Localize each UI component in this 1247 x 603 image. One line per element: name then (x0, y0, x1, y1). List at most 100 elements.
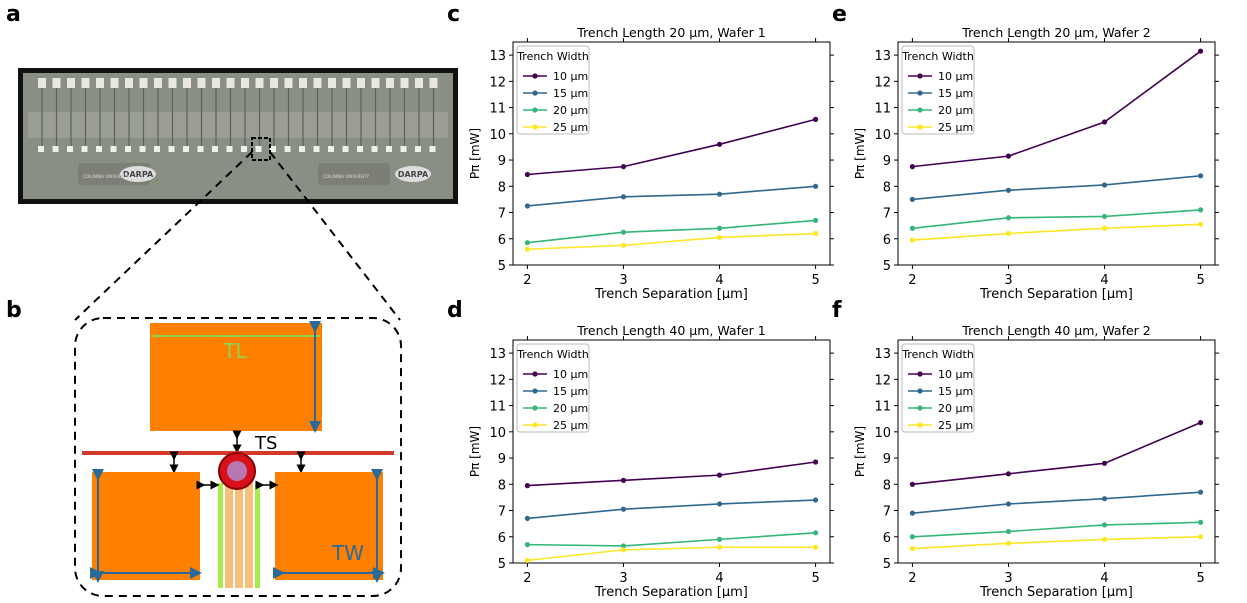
data-point (1101, 182, 1108, 188)
bond-pad-top (38, 78, 46, 88)
bond-pad-bottom (429, 146, 436, 152)
y-tick-label: 10 (489, 128, 506, 143)
x-tick-label: 3 (1004, 571, 1012, 586)
data-point (909, 164, 916, 170)
legend-label: 10 µm (553, 70, 588, 83)
bond-pad-bottom (342, 146, 349, 152)
legend-label: 15 µm (938, 87, 973, 100)
bond-pad-bottom (38, 146, 44, 152)
bond-pad-bottom (357, 146, 363, 152)
bond-pad-top (284, 78, 293, 88)
y-tick-label: 6 (883, 531, 891, 546)
data-point (812, 459, 819, 465)
legend-title: Trench Width (901, 50, 974, 63)
panel-label-c: c (447, 2, 461, 27)
tw-label: TW (331, 541, 364, 565)
heater-contact-1 (225, 483, 233, 588)
y-tick-label: 12 (489, 373, 506, 388)
data-point (812, 530, 819, 536)
trench-left (92, 472, 200, 580)
legend-title: Trench Width (516, 50, 589, 63)
x-tick-label: 2 (523, 273, 531, 288)
data-point (524, 240, 531, 246)
bond-pad-top (197, 78, 206, 88)
y-tick-label: 11 (489, 102, 506, 117)
series-line (912, 491, 1201, 514)
data-point (524, 246, 531, 252)
legend-label: 10 µm (938, 70, 973, 83)
series-line (527, 461, 816, 487)
data-point (812, 497, 819, 503)
y-tick-label: 8 (498, 180, 506, 195)
heater-contact-3 (245, 483, 253, 588)
data-point (909, 545, 916, 552)
bond-pad-bottom (241, 146, 247, 152)
data-point (716, 472, 723, 478)
data-point (620, 194, 627, 200)
bond-pad-top (255, 78, 264, 88)
y-tick-label: 9 (883, 452, 891, 467)
data-point (716, 191, 723, 197)
bond-pad-bottom (125, 146, 131, 152)
data-point (1101, 496, 1108, 502)
bond-pad-bottom (212, 146, 218, 152)
legend-label: 20 µm (553, 104, 588, 117)
panel-label-f: f (832, 298, 842, 323)
data-point (524, 171, 531, 178)
bond-pad-top (183, 78, 191, 88)
y-tick-label: 8 (883, 478, 891, 493)
x-axis-label: Trench Separation [µm] (594, 287, 748, 300)
y-tick-label: 5 (498, 557, 506, 572)
bond-pad-top (212, 78, 220, 88)
x-tick-label: 4 (1100, 273, 1108, 288)
y-tick-label: 10 (874, 426, 891, 441)
legend-marker (532, 90, 538, 96)
data-point (1197, 420, 1204, 426)
y-tick-label: 12 (874, 373, 891, 388)
data-point (524, 515, 531, 521)
legend-label: 20 µm (553, 402, 588, 415)
x-tick-label: 5 (811, 571, 819, 586)
chart-panel-c: Trench Length 20 µm, Wafer 1 5 6 7 8 9 10 11 12 1… (468, 25, 834, 300)
data-point (524, 203, 531, 209)
legend-label: 25 µm (938, 121, 973, 134)
y-tick-label: 12 (874, 75, 891, 90)
legend-label: 15 µm (938, 385, 973, 398)
trench-diagram: TL TS TW (74, 317, 402, 597)
data-point (620, 506, 627, 512)
series-line (912, 421, 1201, 486)
ts-label: TS (254, 433, 277, 454)
x-axis-label: Trench Separation [µm] (979, 287, 1133, 300)
x-axis-label: Trench Separation [µm] (594, 585, 748, 598)
bond-pad-top (67, 78, 75, 88)
legend-marker (532, 422, 538, 428)
legend-marker (917, 73, 923, 79)
y-tick-label: 10 (489, 426, 506, 441)
data-point (620, 543, 627, 549)
data-point (1005, 501, 1012, 507)
bond-pad-bottom (183, 146, 189, 152)
y-tick-label: 5 (883, 259, 891, 274)
legend-title: Trench Width (516, 348, 589, 361)
y-tick-label: 5 (498, 259, 506, 274)
series-line (912, 521, 1201, 538)
bond-pad-top (241, 78, 249, 88)
y-tick-label: 7 (883, 207, 891, 222)
data-point (1101, 536, 1108, 542)
data-point (1101, 225, 1108, 231)
y-tick-label: 9 (883, 154, 891, 169)
x-tick-label: 3 (1004, 273, 1012, 288)
bond-pad-top (110, 78, 119, 88)
data-point (716, 141, 723, 147)
chart-panel-e: Trench Length 20 µm, Wafer 2 5 6 7 8 9 10 11 12 1… (853, 25, 1219, 300)
chart-title: Trench Length 40 µm, Wafer 1 (576, 323, 765, 338)
series-line (527, 546, 816, 562)
data-point (524, 542, 531, 548)
data-point (716, 544, 723, 550)
bond-pad-bottom (313, 146, 320, 152)
data-point (909, 534, 916, 540)
plot-frame (897, 41, 1216, 266)
data-point (909, 196, 916, 203)
series-line (527, 118, 816, 176)
legend-marker (917, 124, 923, 130)
